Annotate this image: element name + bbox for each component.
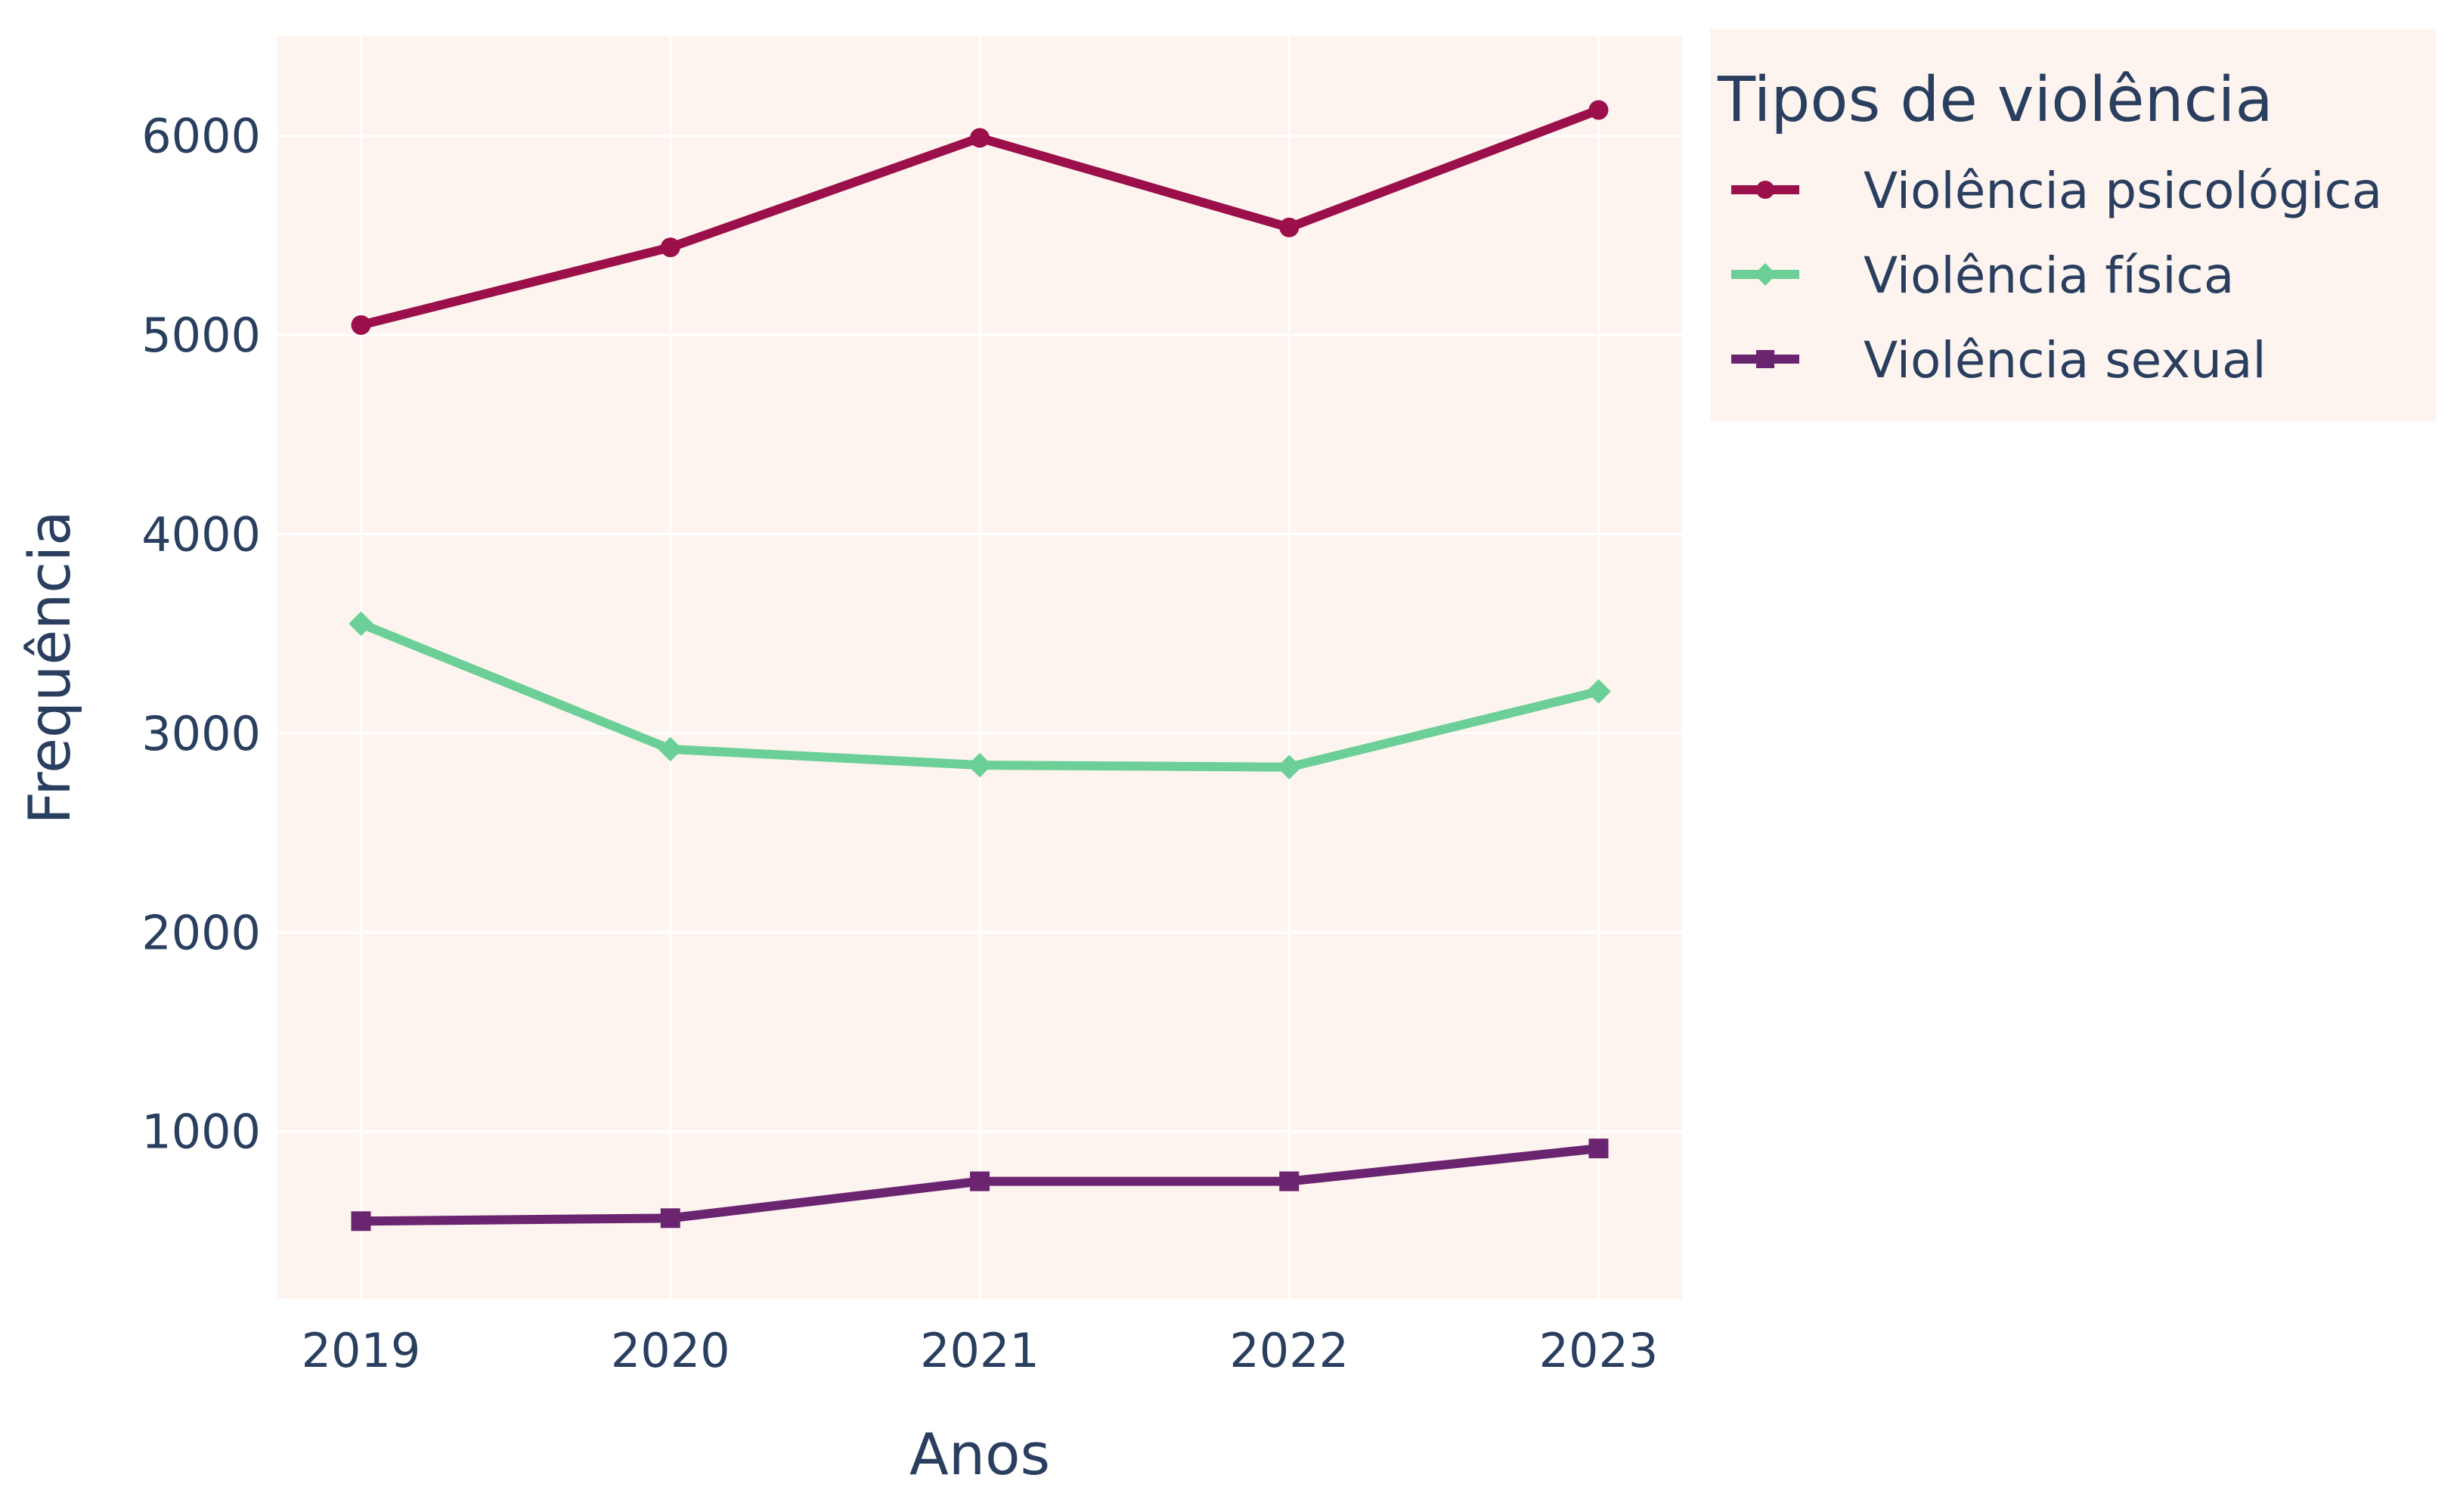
x-tick-label: 2020	[611, 1323, 730, 1378]
y-tick-label: 4000	[141, 507, 261, 562]
data-point-circle	[1279, 217, 1300, 237]
legend-item: Violência psicológica	[1731, 162, 2382, 220]
data-point-circle	[970, 128, 990, 148]
series-circle	[351, 100, 1609, 335]
x-tick-label: 2022	[1229, 1323, 1349, 1378]
data-point-diamond	[658, 736, 683, 762]
data-point-circle	[1756, 181, 1774, 199]
y-tick-label: 5000	[141, 308, 261, 363]
y-tick-label: 6000	[141, 109, 261, 164]
data-point-diamond	[1754, 263, 1777, 286]
data-point-diamond	[967, 752, 993, 778]
x-tick-label: 2021	[920, 1323, 1040, 1378]
data-point-diamond	[1277, 754, 1302, 779]
data-point-square	[1756, 350, 1774, 368]
data-point-square	[660, 1208, 680, 1228]
y-tick-label: 1000	[141, 1105, 261, 1160]
x-axis-title: Anos	[909, 1421, 1050, 1488]
series-diamond	[349, 611, 1611, 779]
data-point-diamond	[1586, 679, 1611, 704]
y-axis-title: Frequência	[16, 510, 83, 824]
data-point-circle	[351, 314, 371, 335]
y-tick-label: 3000	[141, 706, 261, 761]
legend-item: Violência física	[1731, 246, 2234, 305]
data-point-circle	[660, 237, 680, 258]
data-point-circle	[1588, 100, 1609, 120]
legend-label: Violência sexual	[1864, 331, 2266, 389]
y-tick-label: 2000	[141, 905, 261, 960]
data-point-square	[351, 1211, 371, 1232]
data-point-square	[1588, 1139, 1609, 1159]
data-point-square	[970, 1171, 990, 1191]
legend-label: Violência psicológica	[1864, 162, 2382, 220]
legend-background	[1710, 29, 2436, 422]
legend: Tipos de violência Violência psicológica…	[1710, 29, 2436, 422]
data-point-diamond	[349, 611, 373, 637]
series-layer	[349, 100, 1611, 1232]
series-square	[351, 1139, 1609, 1232]
legend-title: Tipos de violência	[1717, 64, 2273, 136]
data-point-square	[1279, 1171, 1300, 1191]
legend-label: Violência física	[1864, 246, 2234, 305]
x-tick-label: 2019	[302, 1323, 421, 1378]
axes: 1000 2000 3000 4000 5000 6000 2019 2020 2021 2022…	[141, 109, 1658, 1378]
legend-item: Violência sexual	[1731, 331, 2266, 389]
x-tick-label: 2023	[1539, 1323, 1659, 1378]
